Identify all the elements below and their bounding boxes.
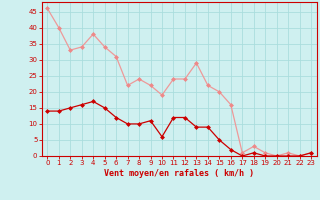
X-axis label: Vent moyen/en rafales ( km/h ): Vent moyen/en rafales ( km/h ) xyxy=(104,169,254,178)
